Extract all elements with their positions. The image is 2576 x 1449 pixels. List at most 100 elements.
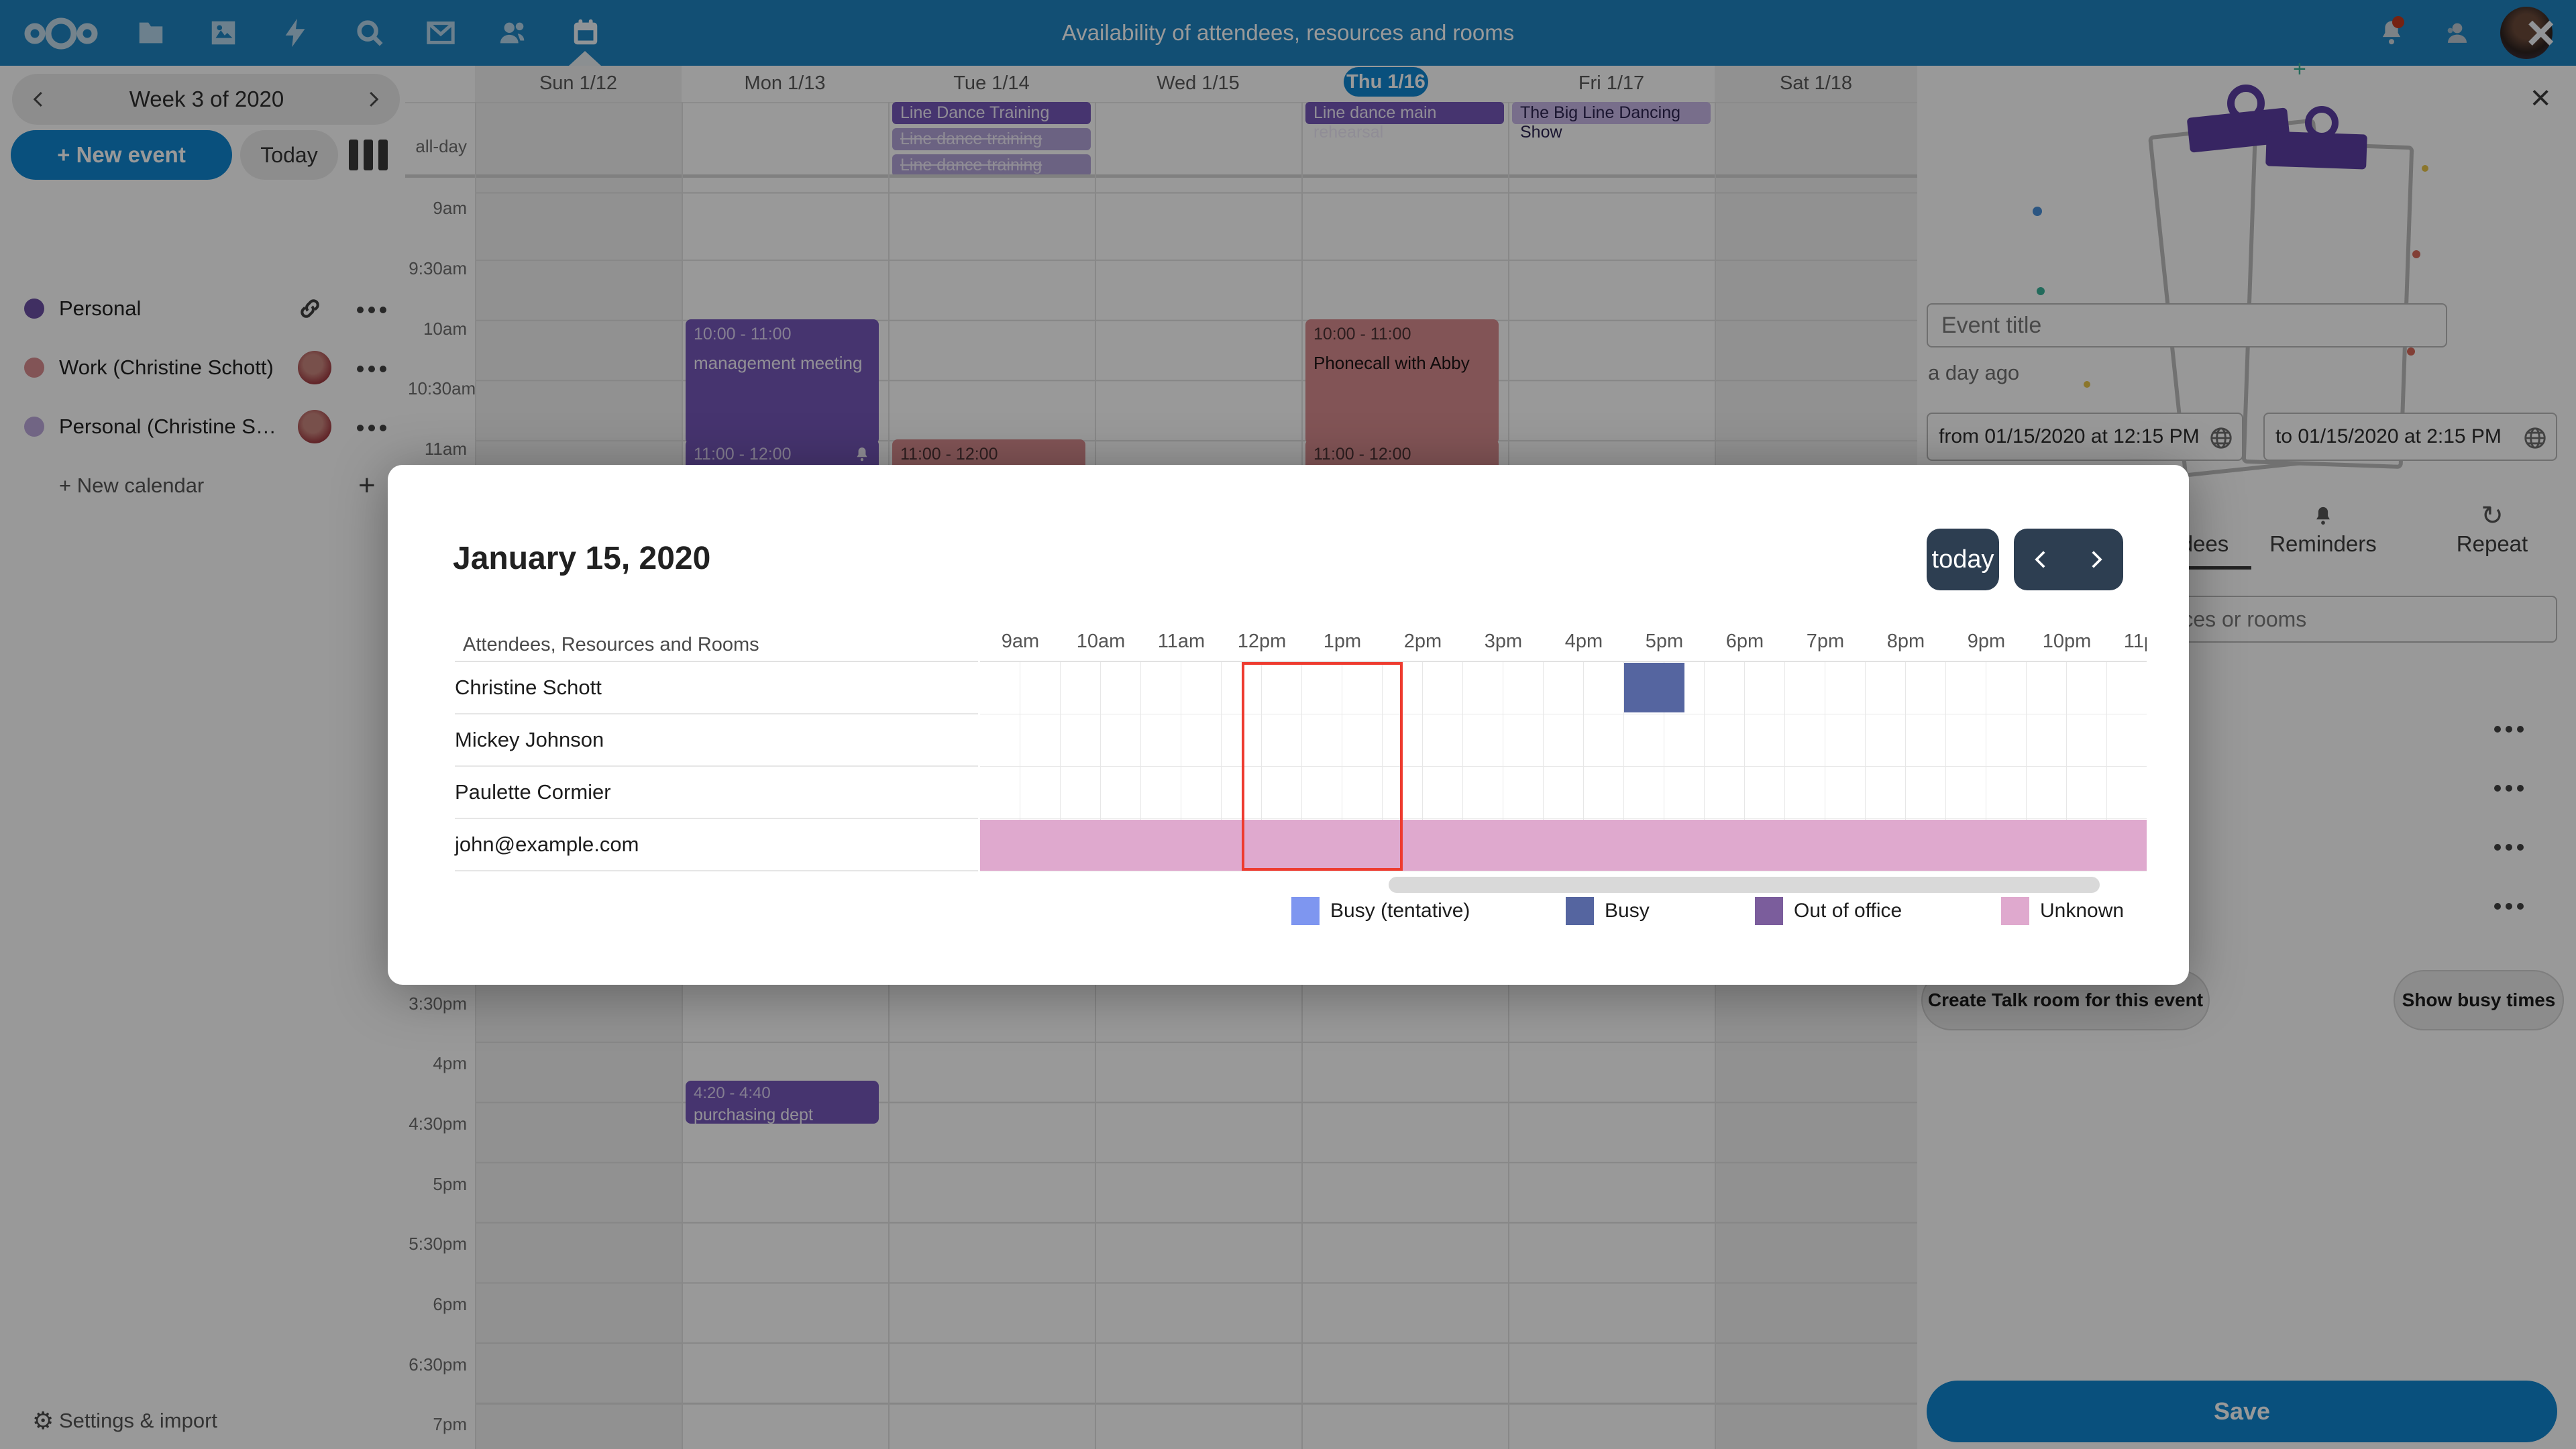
timezone-globe-icon[interactable] [2208,425,2234,451]
from-datetime-field[interactable]: from 01/15/2020 at 12:15 PM [1927,413,2243,461]
day-header-fri[interactable]: Fri 1/17 [1578,72,1645,94]
time-label: 7pm [433,1414,467,1434]
previous-week-button[interactable] [19,79,59,119]
calendar-color-dot [24,358,44,378]
calendar-list-item-personal[interactable]: Personal [0,282,405,335]
time-label: 10:30am [408,378,476,398]
plus-icon: + [358,469,376,502]
legend-swatch [1566,897,1594,925]
calendar-actions-menu[interactable] [357,425,386,431]
settings-import[interactable]: ⚙ Settings & import [0,1393,405,1449]
view-switcher-icon[interactable] [349,140,388,170]
save-button[interactable]: Save [1927,1381,2557,1442]
modal-date-title: January 15, 2020 [453,541,711,576]
share-link-icon[interactable] [294,292,326,325]
notifications-bell-icon[interactable] [2375,16,2408,50]
calendar-owner-avatar [298,351,331,384]
allday-event-big-show[interactable]: The Big Line Dancing Show [1512,102,1711,142]
week-label[interactable]: Week 3 of 2020 [129,87,284,111]
day-header-sat[interactable]: Sat 1/18 [1779,72,1853,94]
day-header-thu-current[interactable]: Thu 1/16 [1344,67,1428,97]
attendee-menu-2[interactable] [2494,785,2524,792]
active-app-indicator [569,51,601,66]
event-phonecall-abby[interactable]: 10:00 - 11:00 Phonecall with Abby [1305,319,1499,444]
event-purchasing-dept[interactable]: 4:20 - 4:40 purchasing dept [686,1081,879,1124]
event-management-meeting[interactable]: 10:00 - 11:00 management meeting [686,319,879,444]
reminders-bell-icon [2316,506,2330,525]
next-day-button[interactable] [2068,529,2123,590]
next-week-button[interactable] [353,79,393,119]
left-sidebar: Week 3 of 2020 + New event Today Persona… [0,66,407,1449]
attendees-column-header: Attendees, Resources and Rooms [463,634,759,655]
calendar-list-item-personal-shared[interactable]: Personal (Christine Scho… [0,400,405,453]
timezone-globe-icon[interactable] [2522,425,2548,451]
user-avatar[interactable] [2500,7,2553,59]
calendar-app-icon[interactable] [569,16,602,50]
selected-timespan-outline [1242,662,1403,871]
reminder-bell-icon [857,447,867,462]
confetti-dot [2084,381,2090,388]
calendar-list-item-work[interactable]: Work (Christine Schott) [0,341,405,394]
notification-dot [2392,16,2404,28]
legend-busy: Busy [1566,897,1650,925]
allday-divider [405,174,1917,178]
clipboard-ring [2305,106,2339,140]
allday-event-line-dance-training[interactable]: Line Dance Training [892,102,1091,124]
day-header-mon[interactable]: Mon 1/13 [744,72,826,94]
close-panel-icon[interactable]: × [2530,78,2551,117]
contacts-menu-icon[interactable] [2440,16,2474,50]
attendee-menu-3[interactable] [2494,844,2524,851]
calendar-actions-menu[interactable] [357,366,386,372]
to-datetime-field[interactable]: to 01/15/2020 at 2:15 PM [2263,413,2557,461]
attendee-row-name: Mickey Johnson [455,714,978,767]
confetti-dot [2033,207,2042,216]
allday-event-rehearsal[interactable]: Line dance main rehearsal [1305,102,1504,142]
new-calendar-label: + New calendar [59,474,205,497]
tab-reminders[interactable]: Reminders [2253,505,2394,557]
day-header-tue[interactable]: Tue 1/14 [953,72,1030,94]
all-day-label: all-day [415,136,467,156]
day-header-sun[interactable]: Sun 1/12 [539,72,618,94]
calendar-actions-menu[interactable] [357,307,386,313]
time-label: 10am [423,319,467,339]
search-icon[interactable] [353,16,386,50]
event-title-input[interactable] [1927,303,2447,347]
repeat-icon: ↻ [2481,501,2504,531]
files-icon[interactable] [134,16,168,50]
new-event-button[interactable]: + New event [11,130,232,180]
clipboard-ring [2227,85,2265,122]
modified-timestamp: a day ago [1928,361,2020,384]
today-button[interactable]: Today [240,130,338,180]
previous-day-button[interactable] [2014,529,2068,590]
attendee-menu-1[interactable] [2494,726,2524,733]
day-header-wed[interactable]: Wed 1/15 [1157,72,1240,94]
contacts-icon[interactable] [496,16,530,50]
settings-label: Settings & import [59,1409,218,1432]
new-calendar-item[interactable]: + New calendar + [0,459,405,513]
horizontal-scrollbar-thumb[interactable] [1389,877,2100,893]
allday-event-cancelled-1[interactable]: Line dance training [892,128,1091,150]
attendee-row-name: Christine Schott [455,662,978,714]
confetti-dot [2422,165,2428,172]
show-busy-times-button[interactable]: Show busy times [2394,970,2564,1030]
confetti-dot [2412,250,2420,258]
nextcloud-logo[interactable] [24,16,98,54]
allday-event-cancelled-2[interactable]: Line dance training [892,154,1091,176]
activity-icon[interactable] [279,16,313,50]
mail-icon[interactable] [424,16,458,50]
availability-time-axis: 9am 10am 11am 12pm 1pm 2pm 3pm 4pm 5pm 6… [1001,631,2147,652]
time-label: 4:30pm [409,1114,467,1134]
tab-repeat[interactable]: ↻ Repeat [2456,501,2528,556]
confetti-plus: + [2293,56,2306,82]
photos-icon[interactable] [207,16,240,50]
modal-today-button[interactable]: today [1927,529,1999,590]
availability-grid[interactable] [980,661,2147,871]
modal-day-nav [2014,529,2123,590]
confetti-dot [2407,347,2415,356]
legend-out-of-office: Out of office [1755,897,1902,925]
page-title: Availability of attendees, resources and… [1061,20,1515,45]
attendee-row-name: john@example.com [455,819,978,871]
topbar: Availability of attendees, resources and… [0,0,2576,66]
header-divider [405,102,1917,103]
attendee-menu-4[interactable] [2494,903,2524,910]
